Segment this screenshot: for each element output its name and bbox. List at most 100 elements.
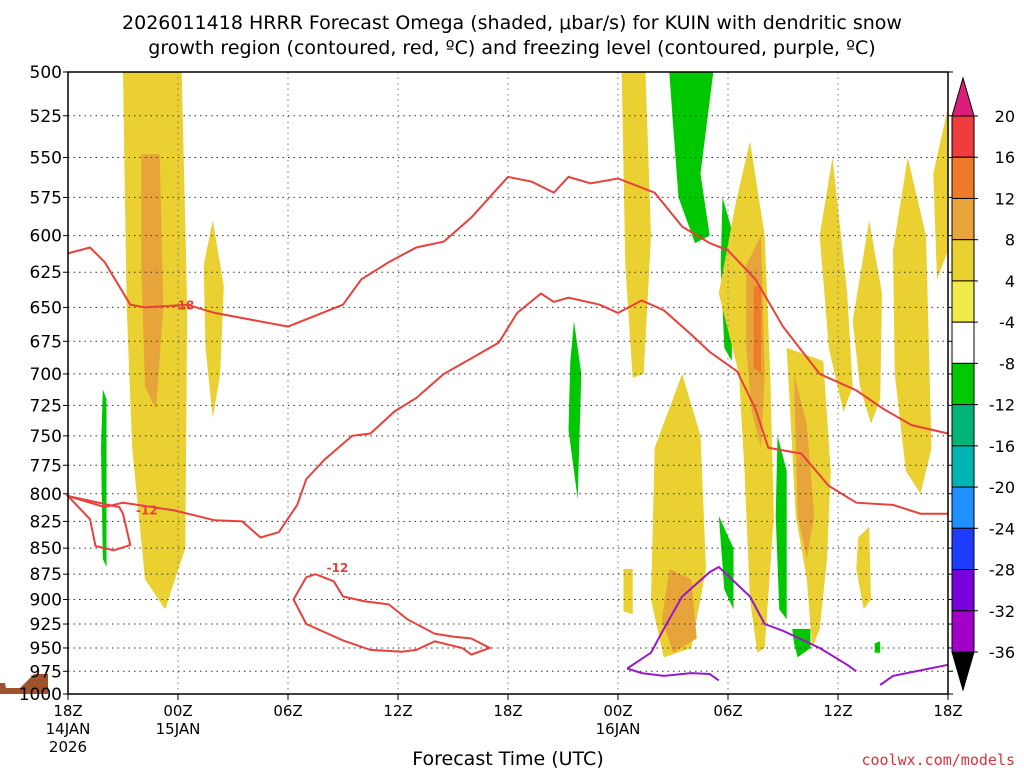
colorbar-label-5: -4 [999,313,1015,332]
y-tick-label-18: 950 [30,639,62,659]
x-axis-label: Forecast Time (UTC) [412,748,603,768]
contour-label-0: -18 [173,299,195,313]
y-tick-label-14: 850 [30,539,62,559]
isotherm-minus12-closed-left [65,494,132,552]
y-tick-label-20: 1000 [19,685,62,705]
x-tick-label-6: 06Z [713,702,742,720]
colorbar-band-3 [951,239,975,282]
omega-region-13 [753,286,761,374]
x-tick-label-8: 18Z [933,702,962,720]
chart-title-line-1: 2026011418 HRRR Forecast Omega (shaded, … [122,12,902,34]
omega-shading [101,72,948,658]
omega-region-4 [568,321,582,500]
x-tick-date-5: 16JAN [596,720,641,738]
isotherm-minus12-closed-cell [292,573,493,656]
colorbar-band-8 [951,445,975,488]
y-tick-label-11: 775 [30,456,62,476]
omega-region-3 [101,389,107,567]
y-tick-label-9: 725 [30,396,62,416]
y-tick-label-16: 900 [30,590,62,610]
y-tick-label-1: 525 [30,107,62,127]
omega-region-8 [662,569,697,653]
omega-region-22 [893,157,932,494]
colorbar-label-13: -36 [989,643,1015,662]
y-tick-label-19: 975 [30,662,62,682]
omega-region-20 [852,220,882,424]
contour-label-2: -12 [327,561,349,575]
colorbar-label-2: 12 [995,189,1015,208]
colorbar-band-7 [951,404,975,447]
y-tick-label-4: 600 [30,227,62,247]
x-tick-label-0: 18Z [53,702,82,720]
omega-region-18 [792,628,811,658]
colorbar-label-11: -28 [989,561,1015,580]
colorbar-band-12 [951,610,975,653]
x-tick-label-3: 12Z [383,702,412,720]
omega-region-17 [794,373,815,559]
y-tick-label-10: 750 [30,427,62,447]
y-tick-label-0: 500 [30,63,62,83]
x-tick-date-1: 15JAN [156,720,201,738]
colorbar-label-12: -32 [989,602,1015,621]
y-tick-label-5: 625 [30,263,62,283]
omega-region-21 [856,526,871,610]
x-tick-date-0: 14JAN [46,720,91,738]
contour-label-1: -12 [136,503,158,517]
colorbar-label-0: 20 [995,107,1015,126]
contour-lines: -18 -12 -12 [65,175,949,686]
omega-region-15 [775,435,787,620]
omega-region-1 [141,154,164,410]
freezing-level-line-a [626,565,857,673]
chart-title-line-2: growth region (contoured, red, ºC) and f… [148,37,875,59]
colorbar-band-9 [951,486,975,529]
x-tick-label-1: 00Z [163,702,192,720]
colorbar-label-8: -16 [989,437,1015,456]
colorbar-label-7: -12 [989,396,1015,415]
y-tick-label-6: 650 [30,298,62,318]
isotherm-minus18-line [67,175,949,435]
colorbar-band-5 [951,321,975,364]
colorbar-label-9: -20 [989,478,1015,497]
colorbar: 20 16 12 8 4 -4 -8 -12 -16 -20 -24 -28 -32 -36 [951,76,1015,692]
y-tick-label-7: 675 [30,332,62,352]
omega-region-24 [874,641,881,653]
isotherm-minus12-line [67,292,948,539]
y-axis: 500 525 550 575 600 625 650 675 700 725 750 775 800 8… [19,63,953,705]
omega-region-14 [718,515,734,610]
credit-text: coolwx.com/models [861,751,1015,768]
colorbar-label-4: 4 [1005,272,1015,291]
freezing-level-line-c [879,663,949,686]
x-tick-label-2: 06Z [273,702,302,720]
x-tick-label-7: 12Z [823,702,852,720]
y-tick-label-8: 700 [30,365,62,385]
colorbar-label-6: -8 [999,354,1015,373]
omega-region-5 [623,569,633,615]
omega-region-2 [203,220,224,418]
y-tick-label-2: 550 [30,149,62,169]
colorbar-bottom-arrow [951,651,975,692]
colorbar-band-10 [951,527,975,571]
colorbar-band-6 [951,362,975,406]
grid-lines [68,72,948,694]
y-tick-label-15: 875 [30,565,62,585]
freezing-level-line-b [626,667,720,682]
colorbar-band-0 [951,115,975,158]
colorbar-band-11 [951,569,975,612]
colorbar-label-3: 8 [1005,231,1015,250]
x-tick-label-4: 18Z [493,702,522,720]
omega-region-9 [669,72,714,244]
colorbar-top-arrow [951,76,975,117]
colorbar-band-1 [951,156,975,199]
y-tick-label-3: 575 [30,188,62,208]
terrain [0,674,48,694]
y-tick-label-12: 800 [30,485,62,505]
colorbar-label-10: -24 [989,519,1015,538]
y-tick-label-13: 825 [30,512,62,532]
x-tick-label-5: 00Z [603,702,632,720]
colorbar-band-4 [951,280,975,323]
x-tick-year-0: 2026 [49,738,87,756]
ground-terrain [0,674,48,694]
